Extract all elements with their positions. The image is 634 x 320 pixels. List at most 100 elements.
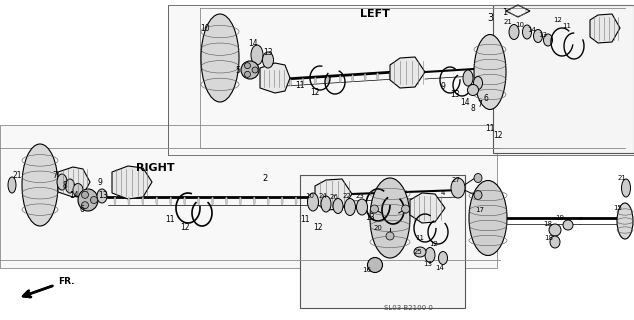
Ellipse shape [401,205,410,213]
Ellipse shape [170,197,172,205]
Ellipse shape [201,14,239,102]
Text: SL03-B2100 0: SL03-B2100 0 [384,305,432,311]
Polygon shape [390,57,425,88]
Ellipse shape [128,197,130,205]
Text: 21: 21 [12,171,22,180]
Text: 12: 12 [553,17,562,23]
Text: 11: 11 [301,215,310,225]
Text: 12: 12 [310,87,320,97]
Ellipse shape [474,173,482,182]
Ellipse shape [241,61,259,79]
Ellipse shape [226,197,228,205]
Text: 12: 12 [493,131,503,140]
Text: 10: 10 [200,23,210,33]
Ellipse shape [307,193,318,211]
Ellipse shape [370,205,378,213]
Text: 14: 14 [460,98,470,107]
Ellipse shape [617,203,633,239]
Text: RIGHT: RIGHT [136,163,174,173]
Text: 6: 6 [484,93,488,102]
Ellipse shape [474,190,482,199]
Text: 8: 8 [63,180,67,189]
Ellipse shape [254,197,256,205]
Text: 15: 15 [614,205,623,211]
Ellipse shape [327,76,329,84]
Ellipse shape [156,197,158,205]
Text: 21: 21 [503,19,512,25]
Text: 5: 5 [236,66,240,75]
Ellipse shape [333,198,343,213]
Text: 17: 17 [476,207,484,213]
Text: 9: 9 [98,178,103,187]
Ellipse shape [463,70,473,86]
Ellipse shape [543,34,552,46]
Polygon shape [58,167,90,197]
Text: 12: 12 [430,241,439,247]
Ellipse shape [467,84,479,95]
Text: 1: 1 [502,7,508,17]
Text: 16: 16 [363,267,372,273]
Text: 11: 11 [562,23,571,29]
Ellipse shape [198,197,200,205]
Bar [300,175,465,308]
Ellipse shape [451,178,465,198]
Ellipse shape [302,78,304,85]
Text: FR.: FR. [58,277,75,286]
Text: 13: 13 [450,90,460,99]
Polygon shape [112,166,152,199]
Ellipse shape [509,25,519,39]
Ellipse shape [240,197,242,205]
Ellipse shape [344,198,356,215]
Ellipse shape [295,197,297,205]
Text: 11: 11 [165,215,175,225]
Ellipse shape [314,77,316,84]
Text: LEFT: LEFT [360,9,390,19]
Text: 14: 14 [69,190,79,199]
Ellipse shape [474,35,506,109]
Text: 25: 25 [413,249,422,255]
Text: 13: 13 [424,261,432,267]
Ellipse shape [386,232,394,240]
Text: 18: 18 [545,235,553,241]
Text: 20: 20 [373,225,382,231]
Ellipse shape [281,197,283,205]
Ellipse shape [425,247,435,262]
Text: 24: 24 [319,193,327,199]
Ellipse shape [78,189,98,211]
Ellipse shape [389,72,391,79]
Text: 7: 7 [53,171,58,180]
Text: 7: 7 [477,100,482,108]
Ellipse shape [309,197,311,205]
Text: 2: 2 [262,173,268,182]
Text: 6: 6 [79,205,84,214]
Polygon shape [168,5,634,155]
Polygon shape [410,193,445,223]
Ellipse shape [245,63,250,69]
Polygon shape [260,63,290,93]
Text: 21: 21 [618,175,626,181]
Ellipse shape [474,76,482,90]
Text: 13: 13 [365,213,375,222]
Ellipse shape [339,76,341,83]
Ellipse shape [277,80,279,87]
Text: 18: 18 [543,221,552,227]
Ellipse shape [368,258,382,273]
Ellipse shape [212,197,214,205]
Text: 3: 3 [487,13,493,23]
Ellipse shape [414,247,426,257]
Ellipse shape [550,236,560,248]
Ellipse shape [251,45,263,65]
Ellipse shape [142,197,144,205]
Text: 19: 19 [555,215,564,221]
Ellipse shape [352,75,354,82]
Text: 13: 13 [538,32,548,38]
Polygon shape [0,125,497,268]
Text: 4: 4 [441,190,445,196]
Ellipse shape [22,144,58,226]
Ellipse shape [91,196,98,204]
Ellipse shape [8,177,16,193]
Ellipse shape [252,67,258,73]
Text: 13: 13 [98,190,108,199]
Ellipse shape [73,183,83,196]
Polygon shape [590,14,620,43]
